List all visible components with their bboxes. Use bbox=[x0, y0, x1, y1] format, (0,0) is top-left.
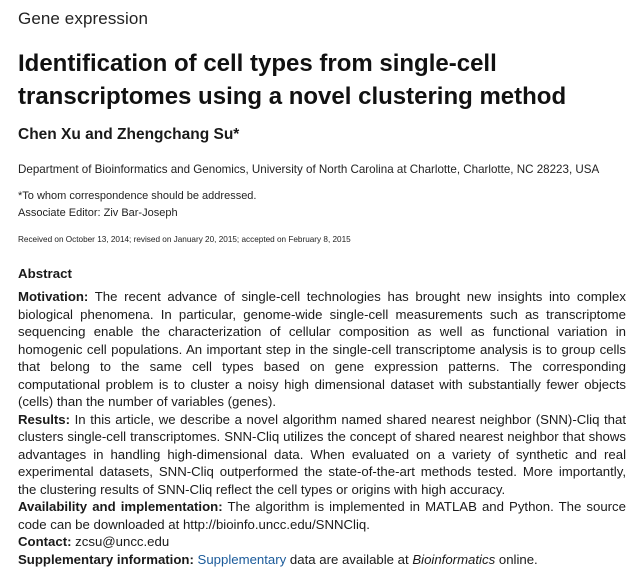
availability-label: Availability and implementation: bbox=[18, 499, 223, 514]
article-title: Identification of cell types from single… bbox=[18, 50, 567, 110]
motivation-label: Motivation: bbox=[18, 289, 89, 304]
author-list: Chen Xu and Zhengchang Su* bbox=[18, 126, 240, 143]
results-label: Results: bbox=[18, 411, 71, 427]
contact-email[interactable]: zcsu@uncc.edu bbox=[75, 534, 170, 549]
supplementary-text-end: online. bbox=[498, 551, 538, 567]
journal-name: Bioinformatics bbox=[412, 551, 496, 567]
abstract-contact: Contact: zcsu@uncc.edu bbox=[18, 533, 626, 551]
availability-text: The algorithm is implemented in MATLAB a… bbox=[18, 499, 626, 532]
abstract-results: Results: In this article, we describe a … bbox=[18, 411, 626, 499]
contact-label: Contact: bbox=[18, 534, 72, 549]
abstract-heading: Abstract bbox=[18, 266, 72, 281]
abstract-motivation: Motivation: The recent advance of single… bbox=[18, 288, 626, 411]
abstract-availability: Availability and implementation: The alg… bbox=[18, 498, 626, 533]
abstract-body: Motivation: The recent advance of single… bbox=[18, 288, 626, 568]
supplementary-text-middle: data are available at bbox=[289, 551, 409, 567]
supplementary-label: Supplementary information: bbox=[18, 551, 194, 567]
motivation-text: The recent advance of single-cell techno… bbox=[18, 289, 626, 409]
associate-editor: Associate Editor: Ziv Bar-Joseph bbox=[18, 207, 178, 219]
submission-dates: Received on October 13, 2014; revised on… bbox=[18, 235, 351, 244]
correspondence-note: *To whom correspondence should be addres… bbox=[18, 190, 257, 202]
supplementary-link[interactable]: Supplementary bbox=[197, 551, 287, 567]
author-affiliation: Department of Bioinformatics and Genomic… bbox=[18, 163, 600, 176]
journal-section-label: Gene expression bbox=[18, 9, 149, 28]
results-text: In this article, we describe a novel alg… bbox=[18, 411, 627, 497]
abstract-supplementary: Supplementary information: Supplementary… bbox=[18, 551, 626, 569]
